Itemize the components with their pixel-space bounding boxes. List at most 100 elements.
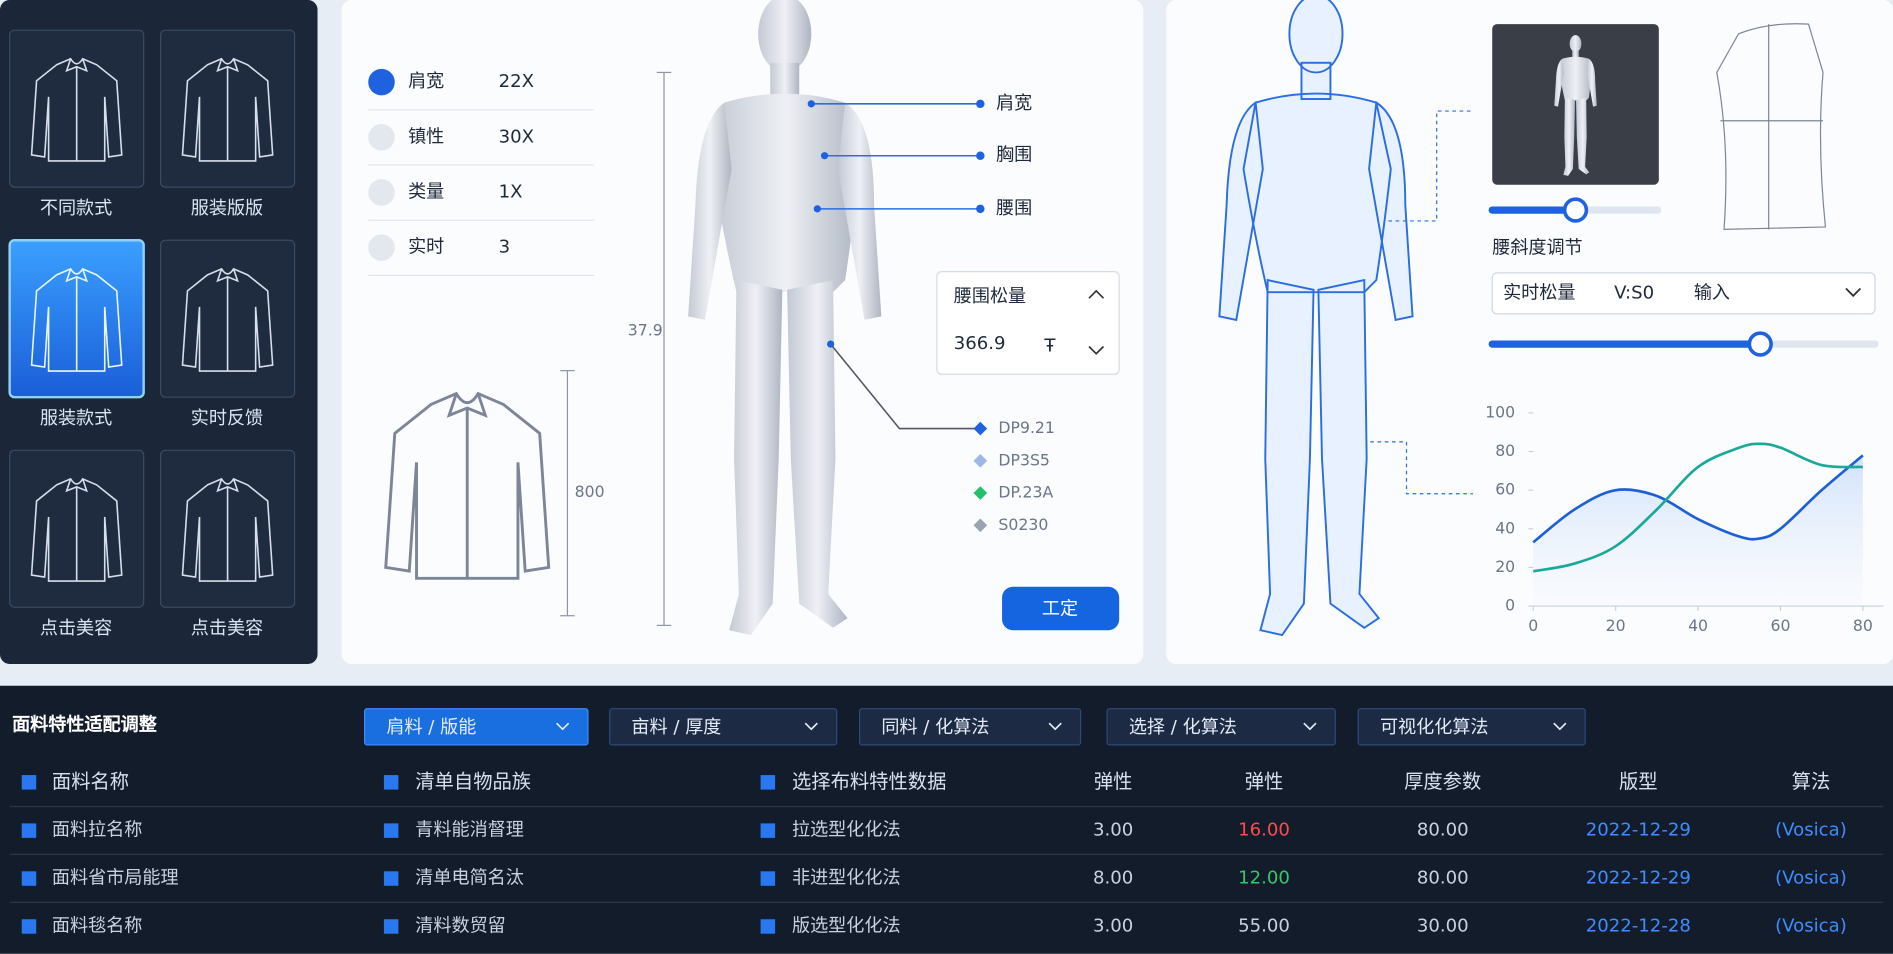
dimension-label: 37.9 <box>628 320 663 339</box>
tile-label: 服装版版 <box>191 198 263 219</box>
bullet <box>383 919 399 934</box>
x-tick-label: 60 <box>1770 616 1790 635</box>
dashed-arrows <box>1370 110 1473 495</box>
x-tick-label: 20 <box>1606 616 1626 635</box>
y-tick-label: 60 <box>1495 480 1515 499</box>
filter-label: 可视化化算法 <box>1380 717 1489 738</box>
bullet <box>21 919 37 934</box>
filter-dropdown[interactable] <box>1357 708 1586 746</box>
body-label: 腰围 <box>996 198 1032 219</box>
table-cell: 拉选型化化法 <box>792 820 901 841</box>
row-value: 1X <box>499 181 523 202</box>
chevron <box>555 722 570 731</box>
table-header: 清单自物品族 <box>415 770 531 793</box>
legend-marker <box>973 486 988 500</box>
y-tick-label: 0 <box>1505 596 1515 615</box>
row-label: 肩宽 <box>408 71 444 92</box>
y-tick-label: 20 <box>1495 557 1515 576</box>
loose-card[interactable] <box>936 271 1120 375</box>
card-stepper[interactable] <box>1088 289 1105 355</box>
body-label: 胸围 <box>996 145 1032 166</box>
pointer-lines <box>811 103 981 430</box>
card-title: 腰围松量 <box>954 286 1026 307</box>
filter-label: 肩料 / 版能 <box>386 717 476 738</box>
preview-image <box>1492 24 1659 185</box>
slider-knob[interactable] <box>1747 331 1773 357</box>
table-cell: 30.00 <box>1417 915 1469 936</box>
tile-label: 点击美容 <box>191 618 263 639</box>
chevron <box>1048 722 1062 731</box>
tile-label: 实时反馈 <box>191 408 263 429</box>
row-icon <box>368 123 395 151</box>
chevron <box>1303 722 1317 731</box>
table-header: 弹性 <box>1094 770 1133 793</box>
line <box>1532 454 1864 544</box>
legend-marker <box>973 453 988 468</box>
bullet <box>383 775 399 790</box>
row-label: 镇性 <box>408 126 444 147</box>
table-cell: (Vosica) <box>1775 820 1847 841</box>
bullet <box>383 823 399 838</box>
card-unit: Ŧ <box>1043 335 1056 356</box>
x-tick-label: 40 <box>1688 616 1708 635</box>
table-header: 弹性 <box>1245 770 1284 793</box>
chevron <box>1845 287 1862 298</box>
legend-label: DP.23A <box>998 483 1053 502</box>
table-cell: 面料毯名称 <box>52 915 142 936</box>
fabric-title: 面料特性适配调整 <box>12 714 158 736</box>
y-tick-label: 80 <box>1495 441 1515 460</box>
chevron <box>804 722 818 731</box>
filter-dropdown[interactable] <box>1106 708 1336 746</box>
row-value: 30X <box>499 126 534 147</box>
slider-label: 腰斜度调节 <box>1492 238 1582 259</box>
area <box>1533 455 1863 607</box>
table-cell: (Vosica) <box>1775 868 1847 889</box>
table-cell: 2022-12-28 <box>1586 915 1691 936</box>
filter-label: 同料 / 化算法 <box>881 717 989 738</box>
filter-label: 亩料 / 厚度 <box>631 717 721 738</box>
bullet <box>21 823 37 838</box>
tile-label: 服装款式 <box>40 408 112 429</box>
table-header: 算法 <box>1792 770 1831 793</box>
select-box[interactable] <box>1491 272 1876 315</box>
filter-label: 选择 / 化算法 <box>1129 717 1237 738</box>
bullet <box>760 919 776 934</box>
bullet <box>760 823 776 838</box>
x-tick-label: 0 <box>1528 616 1538 635</box>
filter-dropdown[interactable] <box>364 708 589 746</box>
table-cell: 80.00 <box>1417 868 1469 889</box>
table-cell: 3.00 <box>1093 820 1133 841</box>
filter-dropdown[interactable] <box>609 708 838 746</box>
torso-sketch <box>1716 23 1827 231</box>
confirm-button[interactable] <box>1002 586 1120 631</box>
tile-label: 不同款式 <box>40 198 112 219</box>
row-label: 实时 <box>408 237 444 258</box>
legend-label: S0230 <box>998 515 1048 534</box>
table-header: 厚度参数 <box>1404 770 1481 793</box>
table-cell: 3.00 <box>1093 915 1133 936</box>
table-cell: 16.00 <box>1238 820 1290 841</box>
row-value: 3 <box>499 237 511 258</box>
select-text: 实时松量 <box>1503 282 1575 303</box>
chevron <box>1553 722 1567 731</box>
bullet <box>760 871 776 886</box>
table-cell: 8.00 <box>1093 868 1133 889</box>
row-value: 22X <box>499 71 534 92</box>
table-cell: 55.00 <box>1238 915 1290 936</box>
slider-knob[interactable] <box>1562 197 1589 223</box>
line <box>1533 442 1863 573</box>
jacket-sketch <box>383 71 672 626</box>
table-cell: 80.00 <box>1417 820 1469 841</box>
dimension-label: 800 <box>575 482 605 501</box>
table-cell: (Vosica) <box>1775 915 1847 936</box>
body-label: 肩宽 <box>996 93 1032 114</box>
select-text: 输入 <box>1694 282 1730 303</box>
select-text: V:S0 <box>1614 282 1654 303</box>
filter-dropdown[interactable] <box>858 708 1082 746</box>
table-cell: 面料省市局能理 <box>52 868 179 889</box>
y-tick-label: 100 <box>1485 402 1515 421</box>
table-cell: 2022-12-29 <box>1586 820 1691 841</box>
y-tick-label: 40 <box>1495 518 1515 537</box>
